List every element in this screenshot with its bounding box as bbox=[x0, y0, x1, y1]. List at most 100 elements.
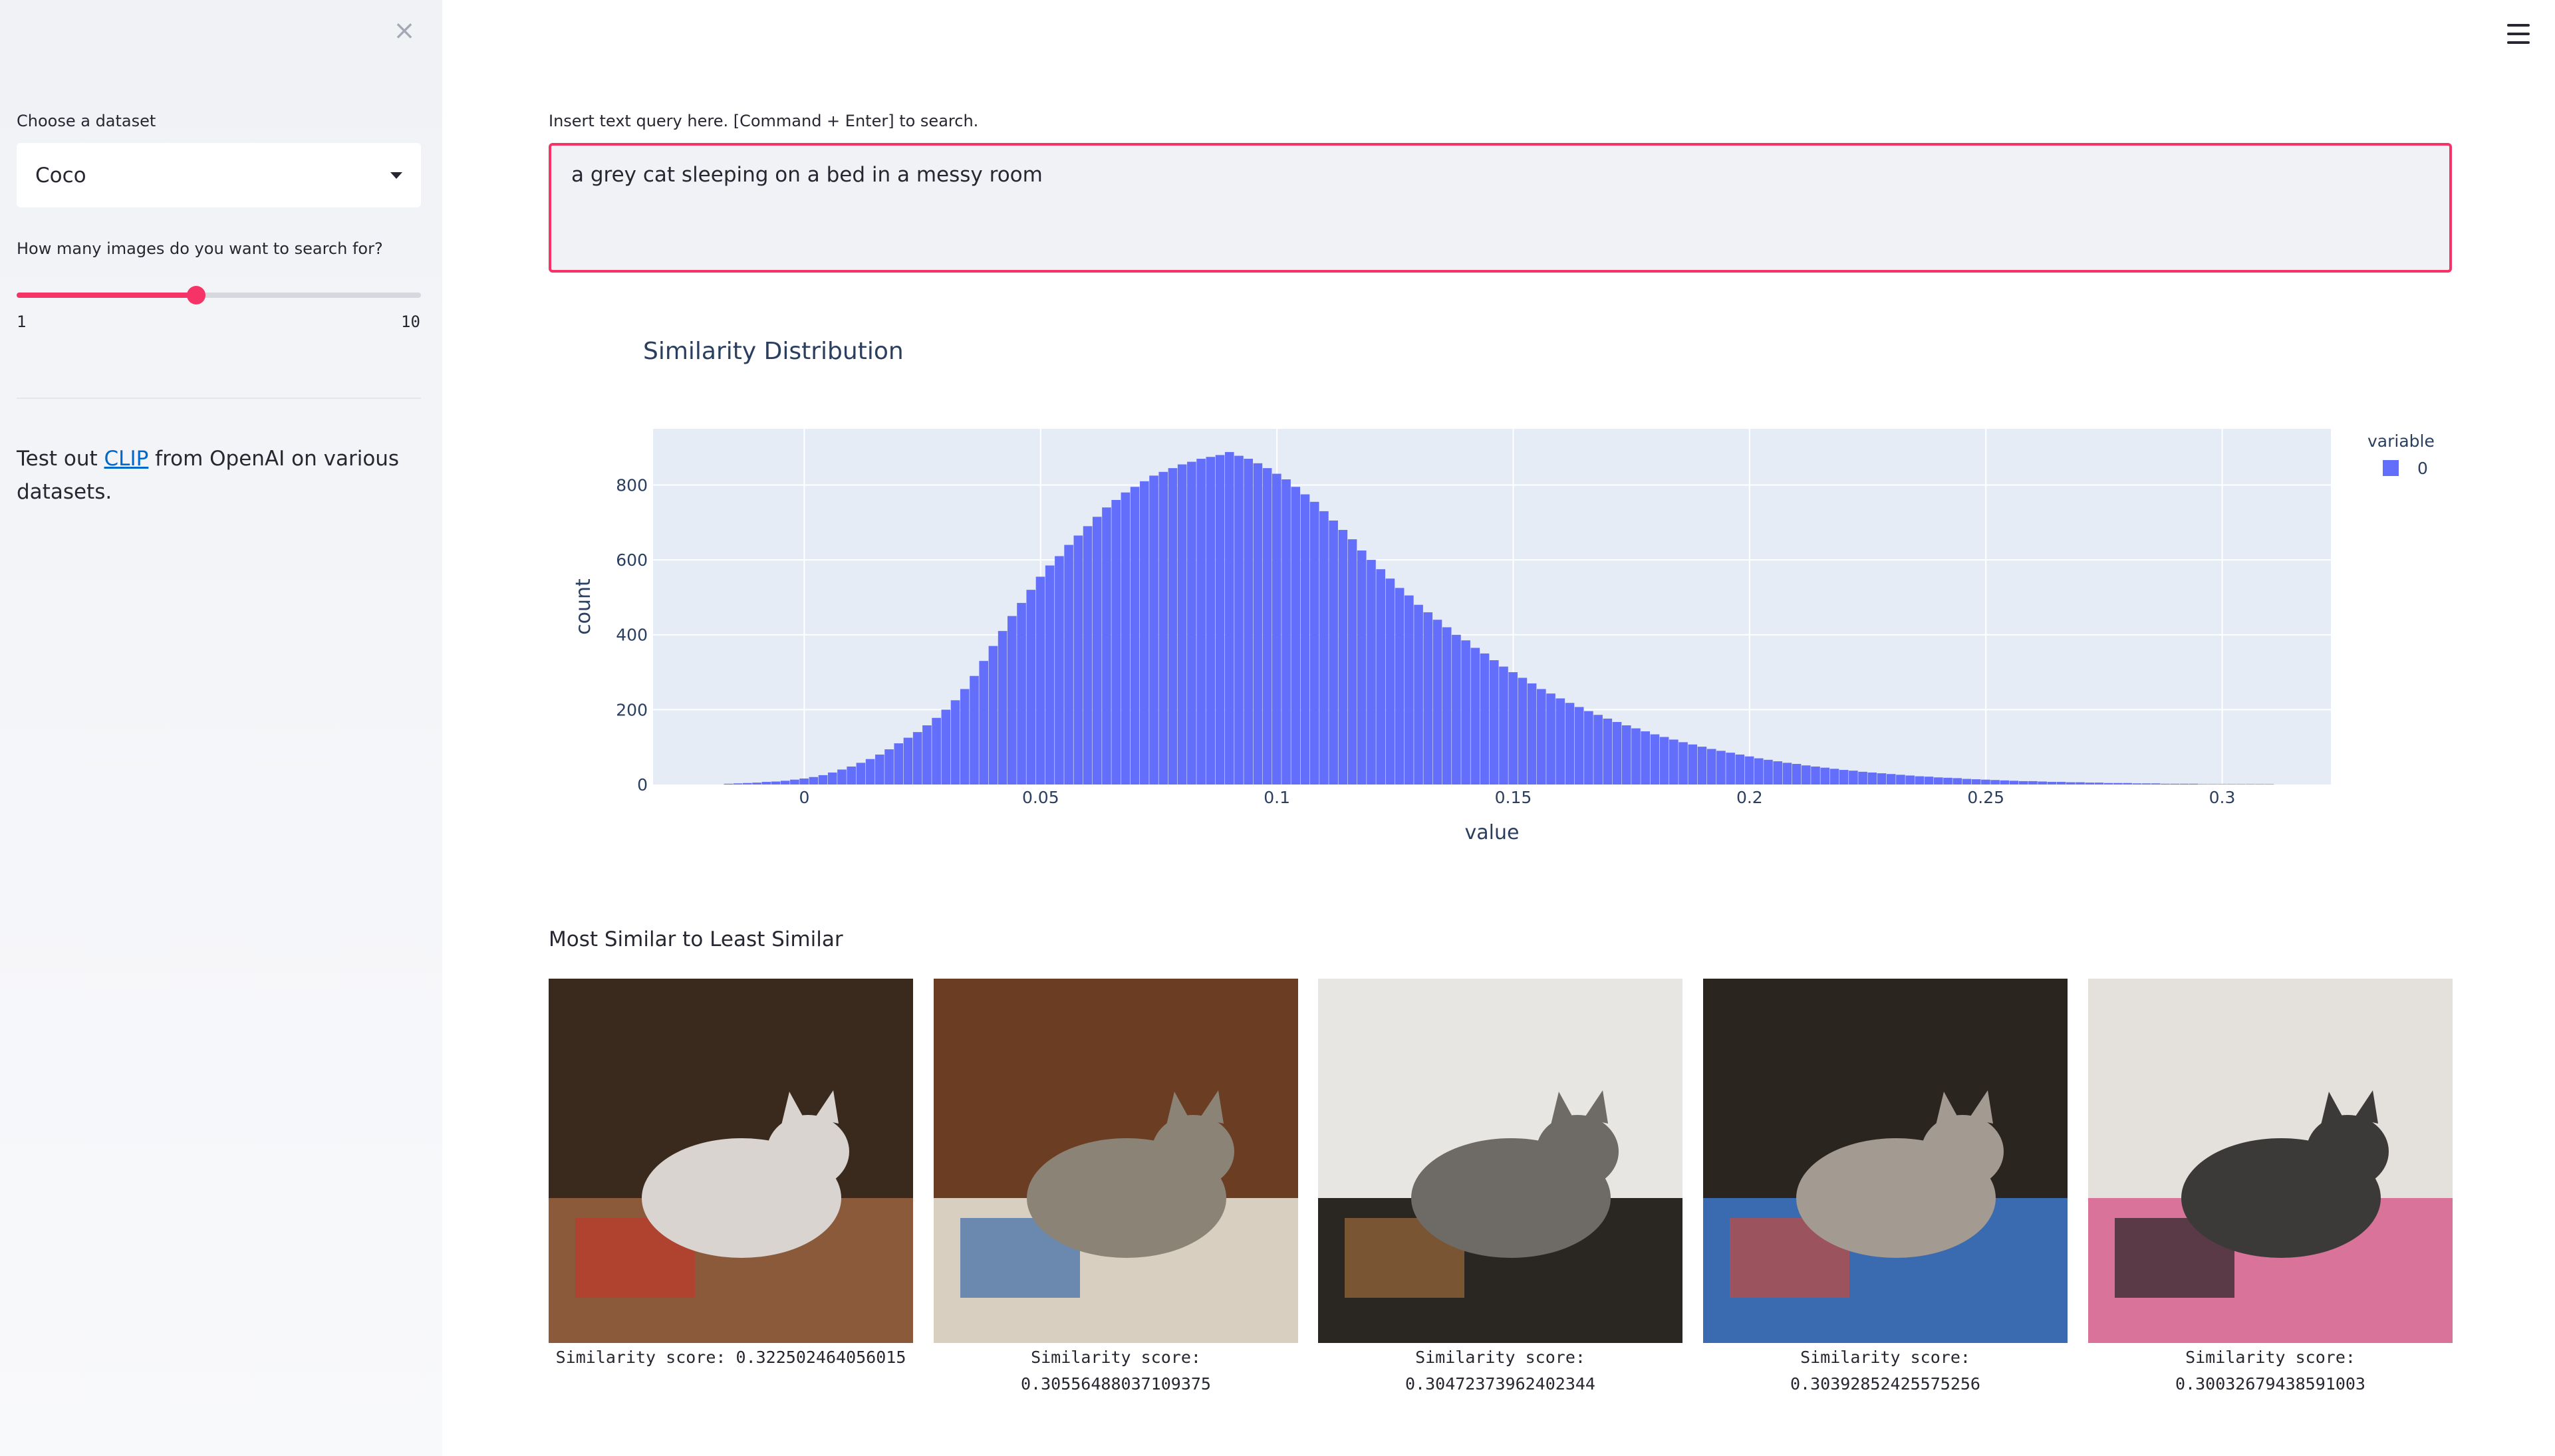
histogram-bar bbox=[1442, 627, 1452, 785]
similarity-score: Similarity score: 0.30472373962402344 bbox=[1405, 1348, 1595, 1394]
histogram-bar bbox=[979, 661, 988, 785]
histogram-bar bbox=[2151, 783, 2161, 785]
histogram-bar bbox=[1385, 578, 1395, 785]
histogram-bar bbox=[818, 775, 828, 785]
histogram-bar bbox=[894, 743, 904, 785]
hamburger-icon[interactable] bbox=[2507, 24, 2530, 44]
histogram-bar bbox=[2028, 781, 2038, 785]
histogram-bar bbox=[847, 766, 857, 785]
result-image bbox=[2088, 979, 2453, 1343]
histogram-bar bbox=[2094, 783, 2104, 785]
histogram-bar bbox=[1905, 775, 1915, 785]
histogram-bar bbox=[1470, 648, 1480, 785]
x-tick-label: 0.25 bbox=[1967, 788, 2004, 807]
cat-image-icon bbox=[1318, 979, 1682, 1343]
histogram-bar bbox=[1055, 556, 1064, 785]
histogram-bar bbox=[1432, 620, 1442, 785]
y-tick-label: 400 bbox=[616, 626, 648, 645]
histogram-bar bbox=[2103, 783, 2113, 785]
histogram-bar bbox=[1565, 703, 1575, 785]
histogram-bar bbox=[1177, 464, 1187, 785]
histogram-bar bbox=[1650, 734, 1660, 785]
histogram-bar bbox=[2123, 783, 2132, 785]
histogram-bar bbox=[761, 782, 771, 785]
similarity-score: Similarity score: 0.30032679438591003 bbox=[2175, 1348, 2365, 1394]
histogram-bar bbox=[1877, 773, 1887, 785]
histogram-bar bbox=[2085, 783, 2095, 785]
histogram-bar bbox=[1735, 754, 1745, 785]
histogram-bar bbox=[1849, 771, 1858, 785]
histogram-bar bbox=[1244, 459, 1253, 785]
x-tick-label: 0.15 bbox=[1495, 788, 1532, 807]
histogram-bar bbox=[1829, 769, 1839, 785]
histogram-bar bbox=[2038, 781, 2047, 785]
histogram-bar bbox=[1338, 530, 1348, 785]
histogram-bar bbox=[1527, 683, 1537, 785]
histogram-bar bbox=[1990, 780, 2000, 785]
histogram-bar bbox=[903, 737, 913, 785]
clip-link[interactable]: CLIP bbox=[104, 447, 149, 471]
sidebar: × Choose a dataset Coco How many images … bbox=[0, 0, 442, 1456]
histogram-bar bbox=[1499, 666, 1508, 785]
histogram-bar bbox=[932, 717, 941, 785]
y-tick-label: 800 bbox=[616, 475, 648, 495]
histogram-bar bbox=[912, 732, 922, 785]
histogram-bar bbox=[1102, 507, 1111, 785]
histogram-bar bbox=[1802, 765, 1811, 785]
histogram-bar bbox=[1008, 616, 1017, 785]
histogram-bar bbox=[1017, 602, 1026, 785]
histogram-bar bbox=[1782, 763, 1792, 785]
histogram-bar bbox=[1669, 739, 1679, 785]
histogram-bar bbox=[799, 778, 809, 785]
histogram-bar bbox=[1981, 779, 1990, 785]
histogram-bar bbox=[1111, 500, 1121, 785]
histogram-bar bbox=[1546, 693, 1555, 785]
histogram-bar bbox=[2255, 784, 2264, 785]
histogram-bar bbox=[1593, 715, 1603, 785]
result-image bbox=[934, 979, 1298, 1343]
result-card: Similarity score: 0.30032679438591003 bbox=[2088, 979, 2453, 1397]
histogram-bar bbox=[1943, 777, 1952, 785]
histogram-bar bbox=[1064, 545, 1073, 785]
similarity-score: Similarity score: 0.30556488037109375 bbox=[1021, 1348, 1211, 1394]
sidebar-divider bbox=[17, 398, 421, 399]
histogram-bar bbox=[1480, 653, 1490, 785]
slider-thumb[interactable] bbox=[187, 286, 206, 304]
histogram-bar bbox=[856, 763, 866, 785]
histogram-bar bbox=[1688, 744, 1698, 785]
image-count-slider[interactable] bbox=[17, 286, 421, 304]
histogram-bar bbox=[1631, 728, 1641, 785]
query-label: Insert text query here. [Command + Enter… bbox=[549, 112, 979, 130]
histogram-bar bbox=[1272, 473, 1281, 785]
histogram-bar bbox=[2189, 783, 2199, 785]
histogram-bar bbox=[1679, 742, 1688, 785]
histogram-bar bbox=[875, 754, 884, 785]
sidebar-info-text: Test out CLIP from OpenAI on various dat… bbox=[17, 442, 416, 509]
cat-image-icon bbox=[549, 979, 913, 1343]
histogram-bar bbox=[2217, 784, 2227, 785]
dataset-select[interactable]: Coco bbox=[17, 143, 421, 207]
histogram-bar bbox=[2208, 784, 2217, 785]
x-axis-title: value bbox=[1465, 821, 1520, 844]
histogram-bar bbox=[1886, 774, 1896, 785]
histogram-bar bbox=[2179, 783, 2189, 785]
cat-image-icon bbox=[1703, 979, 2068, 1343]
histogram-bar bbox=[1423, 612, 1433, 785]
x-tick-label: 0.1 bbox=[1264, 788, 1290, 807]
query-input[interactable]: a grey cat sleeping on a bed in a messy … bbox=[549, 143, 2452, 273]
histogram-bar bbox=[2066, 782, 2076, 785]
histogram-svg: 0 200 400 600 800 0 0.05 0.1 0.15 0.2 0.25 0.3 Simil… bbox=[572, 338, 2435, 844]
histogram-bar bbox=[1149, 475, 1158, 785]
histogram-bar bbox=[1555, 698, 1565, 785]
slider-min-label: 1 bbox=[17, 312, 27, 331]
histogram-bar bbox=[1329, 520, 1338, 785]
histogram-bar bbox=[1697, 747, 1707, 785]
histogram-bar bbox=[1140, 481, 1149, 785]
histogram-bar bbox=[1262, 468, 1272, 785]
histogram-bar bbox=[1092, 517, 1102, 785]
histogram-bar bbox=[1395, 588, 1405, 785]
histogram-bar bbox=[884, 749, 894, 785]
histogram-bar bbox=[1744, 756, 1754, 785]
close-icon[interactable]: × bbox=[393, 15, 416, 46]
histogram-bar bbox=[960, 689, 970, 785]
